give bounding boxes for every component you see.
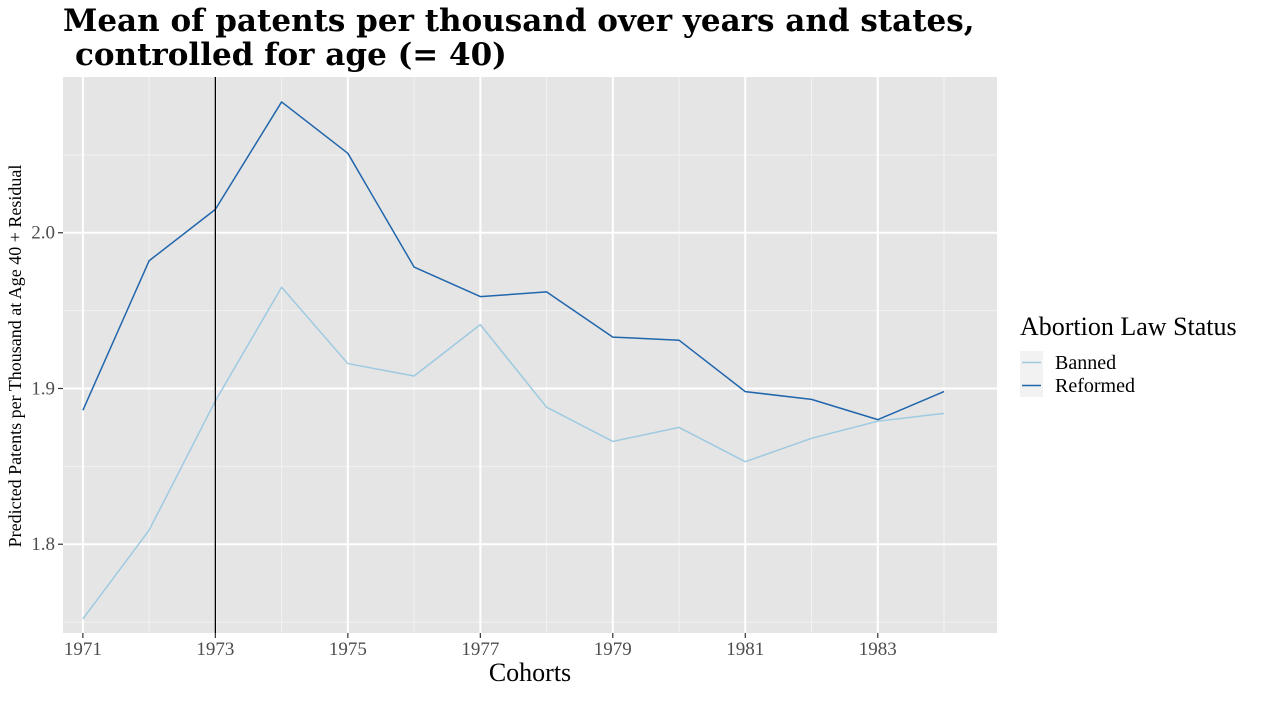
y-tick-label: 1.8 <box>31 534 55 555</box>
x-axis-title: Cohorts <box>489 658 571 687</box>
x-tick-label: 1971 <box>64 639 102 660</box>
x-tick-label: 1977 <box>461 639 499 660</box>
y-tick-label: 2.0 <box>31 223 55 244</box>
legend-title: Abortion Law Status <box>1020 312 1237 341</box>
chart-title-line-1: Mean of patents per thousand over years … <box>63 3 975 39</box>
x-tick-label: 1981 <box>726 639 764 660</box>
y-tick-label: 1.9 <box>31 378 55 399</box>
y-axis: 1.8 1.9 2.0 <box>31 223 63 555</box>
legend-label-banned: Banned <box>1055 352 1116 374</box>
x-axis: 1971 1973 1975 1977 1979 1981 1983 <box>64 633 897 660</box>
x-tick-label: 1973 <box>196 639 234 660</box>
x-tick-label: 1975 <box>329 639 367 660</box>
minor-gridlines <box>63 77 997 633</box>
y-axis-title: Predicted Patents per Thousand at Age 40… <box>5 165 25 548</box>
plot-panel <box>63 77 997 633</box>
series-layer <box>82 101 945 620</box>
chart-title-line-2: controlled for age (= 40) <box>75 37 507 73</box>
x-tick-label: 1983 <box>859 639 897 660</box>
x-tick-label: 1979 <box>594 639 632 660</box>
legend-label-reformed: Reformed <box>1055 375 1135 397</box>
series-line-banned <box>82 286 945 620</box>
series-line-reformed <box>82 101 945 421</box>
